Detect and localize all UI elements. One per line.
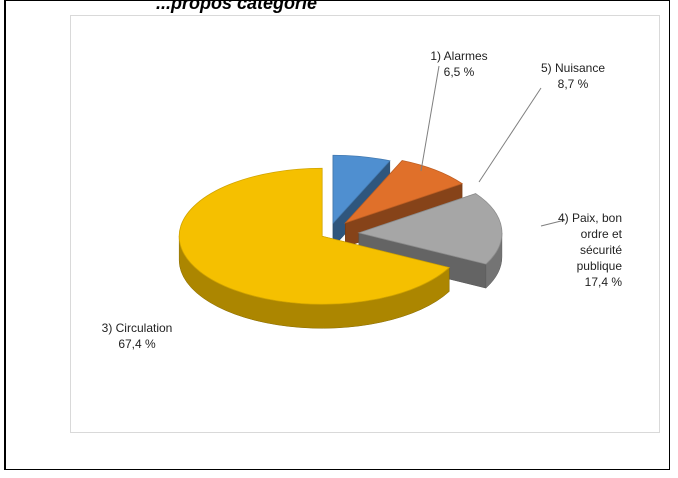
slice-label-1: 1) Alarmes 6,5 % xyxy=(430,49,487,79)
leader-line-1 xyxy=(420,65,440,172)
section-heading: ...propos catégorie xyxy=(156,0,318,13)
pie-slice-1 xyxy=(332,154,391,225)
pie-slice-2 xyxy=(344,160,464,224)
slice-label-3: 4) Paix, bon ordre et sécurité publique 17,4… xyxy=(558,211,623,289)
slice-label-2: 5) Nuisance 8,7 % xyxy=(541,61,605,91)
leader-line-2 xyxy=(478,87,542,183)
document-frame: ...propos catégorie 1) Alarmes 6,5 % 5) Nu… xyxy=(4,0,670,470)
pie-slice-3 xyxy=(357,193,503,265)
pie-slice-4 xyxy=(178,167,450,305)
leader-line-3 xyxy=(540,219,566,227)
pie-chart: 1) Alarmes 6,5 % 5) Nuisance 8,7 % 4) Paix, … xyxy=(102,49,623,351)
pie-chart-container: 1) Alarmes 6,5 % 5) Nuisance 8,7 % 4) Paix, … xyxy=(70,15,660,433)
slice-label-4: 3) Circulation 67,4 % xyxy=(102,321,173,351)
